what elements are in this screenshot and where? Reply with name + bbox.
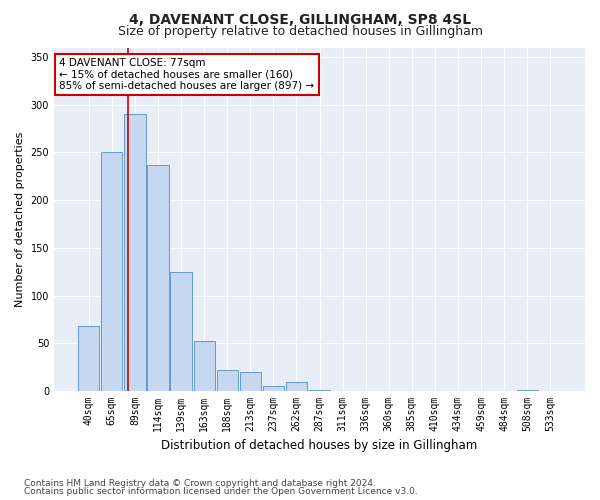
Bar (239, 372, 261, 391)
Text: Size of property relative to detached houses in Gillingham: Size of property relative to detached ho… (118, 25, 482, 38)
Y-axis label: Number of detached properties: Number of detached properties (15, 132, 25, 307)
Bar (263, 386, 284, 391)
Text: Contains public sector information licensed under the Open Government Licence v3: Contains public sector information licen… (24, 487, 418, 496)
Text: 4, DAVENANT CLOSE, GILLINGHAM, SP8 4SL: 4, DAVENANT CLOSE, GILLINGHAM, SP8 4SL (129, 12, 471, 26)
Bar (124, 114, 146, 391)
Bar (517, 390, 538, 391)
Bar (217, 370, 238, 391)
Bar (286, 382, 307, 391)
Text: 4 DAVENANT CLOSE: 77sqm
← 15% of detached houses are smaller (160)
85% of semi-d: 4 DAVENANT CLOSE: 77sqm ← 15% of detache… (59, 58, 314, 91)
Bar (78, 326, 100, 391)
Bar (194, 342, 215, 391)
Bar (309, 390, 330, 391)
Bar (148, 165, 169, 391)
Bar (101, 152, 122, 391)
Text: Contains HM Land Registry data © Crown copyright and database right 2024.: Contains HM Land Registry data © Crown c… (24, 478, 376, 488)
Bar (170, 272, 191, 391)
X-axis label: Distribution of detached houses by size in Gillingham: Distribution of detached houses by size … (161, 440, 478, 452)
